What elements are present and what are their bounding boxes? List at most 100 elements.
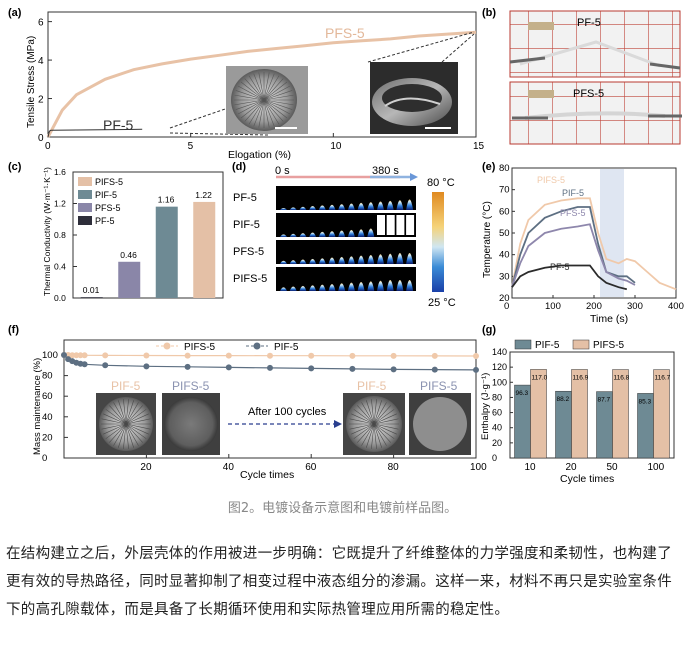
panel-c-ytick: 1.2 <box>54 199 66 209</box>
mass-point <box>102 362 109 369</box>
panel-f-xtick: 60 <box>305 462 317 473</box>
legend-label: PIF-5 <box>274 342 299 353</box>
panel-f-ylabel: Mass maintenance (%) <box>32 358 43 455</box>
panel-g-ytick: 100 <box>492 377 507 387</box>
mass-point <box>431 366 438 373</box>
panel-f-ytick: 20 <box>42 432 53 443</box>
legend-label: PIFS-5 <box>95 177 123 187</box>
panel-g-xtick: 10 <box>525 462 537 473</box>
panel-e-ytick: 30 <box>499 271 510 282</box>
tc-bar-pifs-5 <box>193 201 216 298</box>
mass-point <box>102 352 109 359</box>
enthalpy-bar-label: 117.0 <box>532 374 548 381</box>
panel-g-ytick: 20 <box>492 438 502 448</box>
tc-bar-label: 1.16 <box>158 195 175 205</box>
panel-g-ylabel: Enthalpy (J·g⁻¹) <box>480 373 491 440</box>
panel-e-ytick: 80 <box>499 163 510 174</box>
panel-g-ytick: 140 <box>492 347 507 357</box>
mass-point <box>61 352 67 358</box>
panel-f-xlabel: Cycle times <box>240 469 294 481</box>
enthalpy-bar-label: 85.3 <box>639 398 652 405</box>
panel-g-xtick: 50 <box>607 462 619 473</box>
panel-label-c: (c) <box>8 161 22 173</box>
mass-point <box>308 365 315 372</box>
mass-point <box>184 363 191 370</box>
panel-a-chart: 0 5 10 15 0 2 4 6 Tensile Stress (MPa) Elogatio… <box>26 11 485 161</box>
enthalpy-bar-pifs-5 <box>612 369 629 459</box>
panel-a-ytick: 2 <box>38 95 44 106</box>
img-label-1: PIF-5 <box>111 379 141 393</box>
enthalpy-bar-label: 116.8 <box>614 375 630 382</box>
panel-e-xtick: 300 <box>627 301 643 312</box>
figure-caption: 图2。电镀设备示意图和电镀前样品图。 <box>227 501 458 516</box>
temp-curve-label: PIFS-5 <box>537 175 565 185</box>
panel-e-lines: PIFS-5 PIF-5 PFS-5 PF-5 <box>511 175 677 291</box>
panel-e-ytick: 20 <box>499 293 510 304</box>
panel-g-xtick: 100 <box>648 462 665 473</box>
enthalpy-bar-pifs-5 <box>571 369 588 459</box>
mass-point <box>77 352 84 359</box>
thermal-row-label: PIFS-5 <box>233 273 267 285</box>
panel-f-xtick: 40 <box>223 462 235 473</box>
panel-e-xtick: 400 <box>668 301 684 312</box>
panel-f-ytick: 60 <box>42 391 53 402</box>
panel-c-ytick: 1.6 <box>54 167 66 177</box>
mass-point <box>473 353 479 360</box>
tc-bar-pf-5 <box>80 297 103 298</box>
panel-g-ytick: 80 <box>492 392 502 402</box>
panel-f-xtick: 80 <box>388 462 400 473</box>
thermal-row-label: PIF-5 <box>233 219 260 231</box>
panel-g-legend: PIF-5 PIFS-5 <box>514 339 625 351</box>
panel-c-ytick: 0.4 <box>54 262 66 272</box>
enthalpy-bar-label: 88.2 <box>557 396 570 403</box>
panel-f-axes: 20 40 60 80 100 0 20 40 60 80 100 Cycle times Mass m… <box>32 350 487 481</box>
panel-c-ylabel: Thermal Conductivity (W·m⁻¹·K⁻¹) <box>42 167 52 296</box>
panel-label-b: (b) <box>482 7 496 19</box>
panel-label-a: (a) <box>8 7 22 19</box>
enthalpy-bar-label: 96.3 <box>516 390 529 397</box>
temp-curve-label: PFS-5 <box>560 208 586 218</box>
panel-a-pf-label: PF-5 <box>103 117 134 133</box>
tc-bar-label: 0.46 <box>120 250 137 260</box>
panel-c-axes: 0.0 0.4 0.8 1.2 1.6 <box>54 167 77 303</box>
mass-point <box>143 363 150 370</box>
tc-bar-label: 1.22 <box>195 190 212 200</box>
panel-f-legend: PIFS-5 PIF-5 <box>156 342 299 353</box>
panel-f-ytick: 40 <box>42 412 53 423</box>
mass-point <box>267 352 273 359</box>
enthalpy-bar-label: 116.9 <box>573 374 589 381</box>
legend-label: PIF-5 <box>535 340 560 351</box>
panel-a-ytick: 0 <box>38 133 44 144</box>
colorbar-max-label: 80 °C <box>427 177 455 189</box>
panel-d-time-start: 0 s <box>275 165 290 177</box>
panel-g-xtick: 20 <box>566 462 578 473</box>
legend-label: PF-5 <box>95 216 115 226</box>
panel-g-ytick: 0 <box>492 453 497 463</box>
panel-a-xtick: 15 <box>473 141 485 152</box>
mass-point <box>390 366 397 373</box>
temp-colorbar <box>432 192 444 292</box>
panel-g-xlabel: Cycle times <box>560 473 614 485</box>
thermal-row-label: PF-5 <box>233 192 257 204</box>
panel-e-ytick: 50 <box>499 228 510 239</box>
panel-d-rows: PF-5 PIF-5 PFS-5 PIFS-5 <box>233 186 416 291</box>
panel-c-ytick: 0.0 <box>54 293 66 303</box>
panel-f-xtick: 100 <box>470 462 487 473</box>
temp-curve-pifs-5 <box>511 197 677 291</box>
photo-pf5-label: PF-5 <box>577 17 601 29</box>
sem-inset-pfs5 <box>370 62 458 134</box>
img-label-2: PIFS-5 <box>172 379 210 393</box>
mass-point <box>390 352 397 359</box>
enthalpy-bar-pifs-5 <box>653 369 670 459</box>
panel-c-ytick: 0.8 <box>54 230 66 240</box>
panel-a-xtick: 0 <box>45 141 51 152</box>
panel-e-xtick: 200 <box>586 301 602 312</box>
panel-g-ytick: 120 <box>492 362 507 372</box>
panel-label-f: (f) <box>8 324 19 336</box>
panel-g-bars: 10 96.3 117.0 20 88.2 116.9 50 87.7 116.8 100 85.3… <box>514 369 671 473</box>
img-label-4: PIFS-5 <box>420 379 458 393</box>
mass-point <box>431 352 438 359</box>
mass-point <box>308 352 315 359</box>
legend-label: PIF-5 <box>95 190 117 200</box>
panel-e-ytick: 70 <box>499 185 510 196</box>
